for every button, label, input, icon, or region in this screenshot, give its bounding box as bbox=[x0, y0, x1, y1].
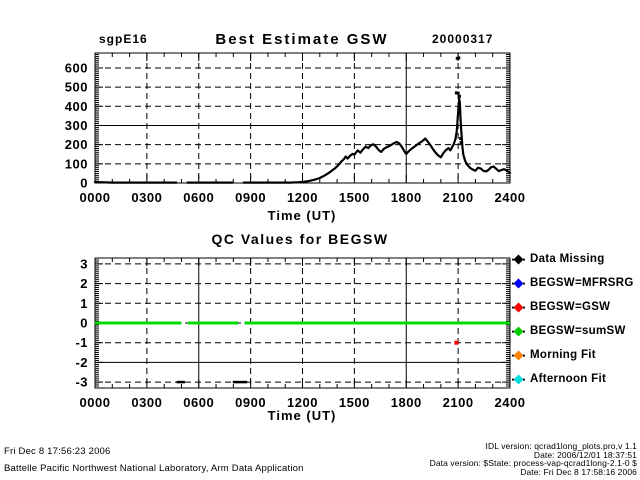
qc-chart-ytick-label: 1 bbox=[80, 296, 88, 311]
qc-chart-xtick-label: 0300 bbox=[131, 395, 162, 410]
qc-chart-ytick-label: 0 bbox=[80, 316, 88, 331]
legend-label: BEGSW=GSW bbox=[530, 301, 611, 313]
footer-version-block: IDL version: qcrad1long_plots.pro,v 1.1 … bbox=[430, 442, 637, 476]
footer-data-version: Data version: $State: process-vap-qcrad1… bbox=[429, 458, 637, 469]
diamond-icon bbox=[512, 350, 525, 360]
gsw-series-point bbox=[458, 94, 462, 98]
legend-label: Morning Fit bbox=[530, 349, 596, 361]
top-chart-ytick-label: 500 bbox=[65, 80, 88, 95]
top-chart-ytick-label: 400 bbox=[65, 99, 88, 114]
top-chart-xtick-label: 2400 bbox=[495, 190, 526, 205]
top-chart-ytick-label: 100 bbox=[65, 156, 88, 171]
qc-legend: Data Missing BEGSW=MFRSRG BEGSW=GSW BEGSW=s… bbox=[512, 247, 640, 391]
legend-item-afternoon-fit: Afternoon Fit bbox=[512, 367, 640, 391]
qc-chart-xtick-label: 1200 bbox=[287, 395, 318, 410]
legend-label: Afternoon Fit bbox=[530, 373, 607, 385]
qc-chart-ytick-label: 3 bbox=[80, 256, 88, 271]
legend-item-data-missing: Data Missing bbox=[512, 247, 640, 271]
diamond-icon bbox=[512, 374, 525, 384]
top-chart-xtick-label: 2100 bbox=[443, 190, 474, 205]
qc-chart-xtick-label: 0900 bbox=[235, 395, 266, 410]
qc-chart-ytick-label: -1 bbox=[75, 335, 88, 350]
legend-item-morning-fit: Morning Fit bbox=[512, 343, 640, 367]
footer-organization: Battelle Pacific Northwest National Labo… bbox=[4, 463, 304, 474]
top-chart-xtick-label: 1200 bbox=[287, 190, 318, 205]
top-chart-xtick-label: 1500 bbox=[339, 190, 370, 205]
gsw-series-point bbox=[459, 137, 463, 141]
qc-chart-xaxis-title: Time (UT) bbox=[267, 408, 337, 423]
qc-chart-xtick-label: 1800 bbox=[391, 395, 422, 410]
top-chart-ytick-label: 0 bbox=[80, 176, 88, 191]
gsw-series-point bbox=[456, 91, 460, 95]
footer-idl-version: IDL version: qcrad1long_plots.pro,v 1.1 bbox=[485, 441, 637, 451]
legend-item-begsw-mfrsrg: BEGSW=MFRSRG bbox=[512, 271, 640, 295]
qc-chart: 3 2 1 0 -1 -2 -3 0000 0300 0600 0900 1200 1500 1800 21… bbox=[75, 256, 525, 410]
gsw-series-point bbox=[455, 56, 459, 60]
diamond-icon bbox=[512, 254, 525, 264]
legend-label: BEGSW=MFRSRG bbox=[530, 277, 634, 289]
qc-chart-xtick-label: 1500 bbox=[339, 395, 370, 410]
date-label: 20000317 bbox=[432, 32, 494, 46]
gsw-series-point bbox=[457, 56, 461, 60]
top-chart-xtick-label: 0300 bbox=[131, 190, 162, 205]
top-chart-title: Best Estimate GSW bbox=[215, 31, 389, 48]
footer-timestamp: Fri Dec 8 17:56:23 2006 bbox=[4, 446, 111, 457]
legend-item-begsw-sumsw: BEGSW=sumSW bbox=[512, 319, 640, 343]
gsw-series-point bbox=[459, 141, 463, 145]
gsw-series-line bbox=[93, 97, 512, 184]
legend-label: BEGSW=sumSW bbox=[530, 325, 626, 337]
legend-item-begsw-gsw: BEGSW=GSW bbox=[512, 295, 640, 319]
top-chart-xaxis-title: Time (UT) bbox=[267, 208, 337, 223]
qc-flag-point bbox=[454, 340, 459, 345]
qc-chart-xtick-label: 0600 bbox=[183, 395, 214, 410]
top-chart-xtick-label: 0000 bbox=[80, 190, 111, 205]
gsw-series-point bbox=[454, 91, 458, 95]
top-chart-xtick-label: 1800 bbox=[391, 190, 422, 205]
qc-chart-xtick-label: 2400 bbox=[495, 395, 526, 410]
legend-label: Data Missing bbox=[530, 253, 605, 265]
diamond-icon bbox=[512, 326, 525, 336]
qc-chart-title: QC Values for BEGSW bbox=[211, 231, 389, 247]
qc-chart-xtick-label: 0000 bbox=[80, 395, 111, 410]
top-chart-ytick-label: 200 bbox=[65, 137, 88, 152]
diamond-icon bbox=[512, 302, 525, 312]
top-chart-xtick-label: 0600 bbox=[183, 190, 214, 205]
qc-chart-ytick-label: -2 bbox=[75, 355, 88, 370]
qc-chart-ytick-label: -3 bbox=[75, 375, 88, 390]
diamond-icon bbox=[512, 278, 525, 288]
site-label: sgpE16 bbox=[99, 32, 148, 46]
footer-idl-date: Date: 2006/12/01 18:37:51 bbox=[533, 449, 637, 460]
qc-chart-ytick-label: 2 bbox=[80, 276, 88, 291]
top-chart-ytick-label: 600 bbox=[65, 60, 88, 75]
footer-data-date: Date: Fri Dec 8 17:58:16 2006 bbox=[520, 466, 637, 477]
top-chart-ytick-label: 300 bbox=[65, 118, 88, 133]
qc-chart-xtick-label: 2100 bbox=[443, 395, 474, 410]
top-chart-xtick-label: 0900 bbox=[235, 190, 266, 205]
